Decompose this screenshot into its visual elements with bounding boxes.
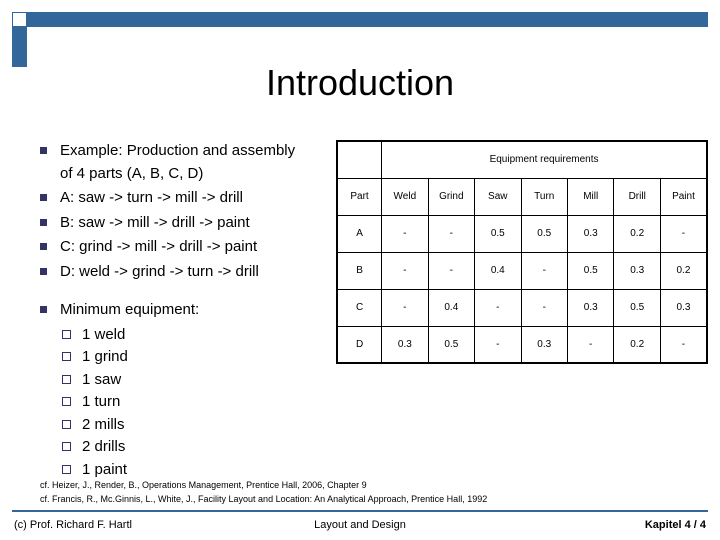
th-part: Part — [337, 178, 382, 215]
cell: 0.5 — [521, 215, 567, 252]
bullet-item: D: weld -> grind -> turn -> drill — [38, 261, 326, 284]
equipment-table: Equipment requirements Part Weld Grind S… — [336, 140, 708, 364]
cell: - — [382, 289, 428, 326]
sub-item: 1 turn — [60, 391, 326, 414]
cell: - — [382, 252, 428, 289]
th-drill: Drill — [614, 178, 660, 215]
sub-item: 1 saw — [60, 369, 326, 392]
cell: - — [475, 326, 521, 363]
main-bullets: Example: Production and assembly of 4 pa… — [38, 140, 326, 283]
cell: C — [337, 289, 382, 326]
references: cf. Heizer, J., Render, B., Operations M… — [40, 479, 708, 506]
cell: 0.2 — [614, 215, 660, 252]
th-grind: Grind — [428, 178, 474, 215]
cell: B — [337, 252, 382, 289]
cell: 0.3 — [382, 326, 428, 363]
table-empty-cell — [337, 141, 382, 178]
slide-title: Introduction — [0, 62, 720, 104]
cell: D — [337, 326, 382, 363]
sub-item: 2 drills — [60, 436, 326, 459]
th-paint: Paint — [660, 178, 707, 215]
top-accent-bar — [27, 12, 708, 27]
cell: - — [660, 215, 707, 252]
main-bullets-2: Minimum equipment: — [38, 299, 326, 322]
cell: 0.2 — [614, 326, 660, 363]
table-row: A - - 0.5 0.5 0.3 0.2 - — [337, 215, 707, 252]
sub-item: 2 mills — [60, 414, 326, 437]
cell: 0.5 — [567, 252, 613, 289]
sub-item: 1 paint — [60, 459, 326, 482]
ref-line: cf. Francis, R., Mc.Ginnis, L., White, J… — [40, 493, 708, 507]
cell: 0.4 — [428, 289, 474, 326]
cell: - — [428, 252, 474, 289]
table-row: D 0.3 0.5 - 0.3 - 0.2 - — [337, 326, 707, 363]
right-column: Equipment requirements Part Weld Grind S… — [336, 140, 708, 481]
cell: - — [521, 252, 567, 289]
bullet-text: of 4 parts (A, B, C, D) — [60, 165, 203, 182]
cell: 0.4 — [475, 252, 521, 289]
table-row: C - 0.4 - - 0.3 0.5 0.3 — [337, 289, 707, 326]
th-weld: Weld — [382, 178, 428, 215]
cell: 0.5 — [475, 215, 521, 252]
th-turn: Turn — [521, 178, 567, 215]
cell: - — [567, 326, 613, 363]
footer: (c) Prof. Richard F. Hartl Layout and De… — [12, 510, 708, 538]
cell: - — [475, 289, 521, 326]
left-column: Example: Production and assembly of 4 pa… — [38, 140, 326, 481]
cell: 0.5 — [614, 289, 660, 326]
cell: 0.3 — [660, 289, 707, 326]
cell: 0.5 — [428, 326, 474, 363]
sub-item: 1 grind — [60, 346, 326, 369]
ref-line: cf. Heizer, J., Render, B., Operations M… — [40, 479, 708, 493]
th-mill: Mill — [567, 178, 613, 215]
cell: - — [382, 215, 428, 252]
bullet-item: Minimum equipment: — [38, 299, 326, 322]
footer-title: Layout and Design — [12, 519, 708, 531]
cell: 0.3 — [567, 215, 613, 252]
cell: 0.3 — [521, 326, 567, 363]
th-saw: Saw — [475, 178, 521, 215]
cell: 0.3 — [614, 252, 660, 289]
cell: 0.3 — [567, 289, 613, 326]
bullet-item: A: saw -> turn -> mill -> drill — [38, 187, 326, 210]
cell: 0.2 — [660, 252, 707, 289]
bullet-item: B: saw -> mill -> drill -> paint — [38, 212, 326, 235]
sub-bullets: 1 weld 1 grind 1 saw 1 turn 2 mills 2 dr… — [60, 324, 326, 482]
cell: - — [521, 289, 567, 326]
bullet-text: Example: Production and assembly — [60, 142, 295, 159]
cell: A — [337, 215, 382, 252]
cell: - — [660, 326, 707, 363]
table-spanner: Equipment requirements — [382, 141, 707, 178]
content-area: Example: Production and assembly of 4 pa… — [38, 140, 708, 481]
table-header-row: Part Weld Grind Saw Turn Mill Drill Pain… — [337, 178, 707, 215]
sub-item: 1 weld — [60, 324, 326, 347]
table-row: B - - 0.4 - 0.5 0.3 0.2 — [337, 252, 707, 289]
bullet-item: Example: Production and assembly of 4 pa… — [38, 140, 326, 185]
bullet-item: C: grind -> mill -> drill -> paint — [38, 236, 326, 259]
corner-accent — [12, 12, 27, 27]
left-accent-bar — [12, 27, 27, 67]
cell: - — [428, 215, 474, 252]
